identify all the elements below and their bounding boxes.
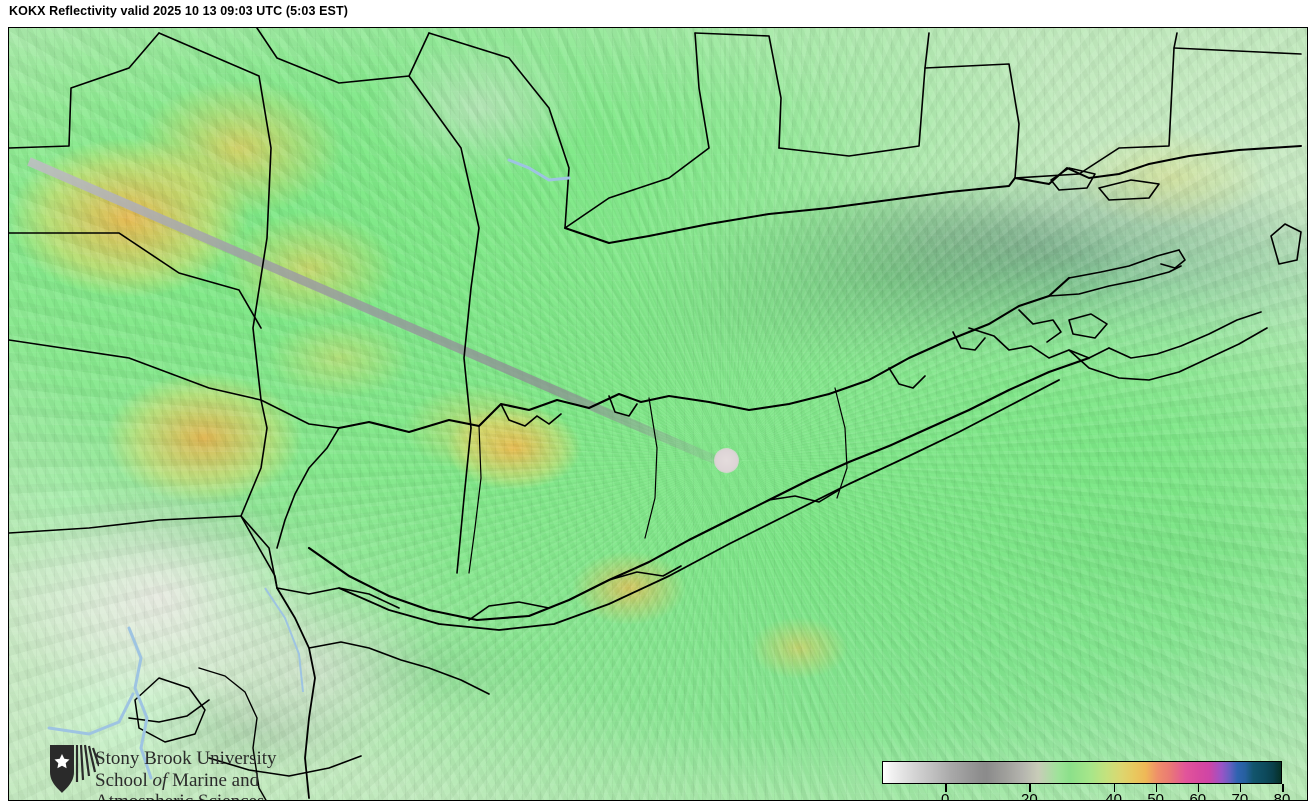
radar-map: Stony Brook University School of Marine … <box>9 28 1307 800</box>
colorbar-tick-label: 0 <box>940 791 950 800</box>
stony-brook-logo: Stony Brook University School of Marine … <box>39 740 319 800</box>
logo-line-2-c: Marine and <box>167 769 260 791</box>
colorbar-tick <box>1155 784 1158 792</box>
title-bar: KOKX Reflectivity valid 2025 10 13 09:03… <box>0 0 1316 27</box>
reflectivity-clear-air-layer <box>9 28 1307 800</box>
colorbar-tick-label: 40 <box>1105 791 1122 800</box>
logo-line-1: Stony Brook University <box>95 748 277 769</box>
radar-beam-spokes <box>9 28 1307 800</box>
colorbar-tick <box>945 784 947 792</box>
reflectivity-colorbar: 0 20 40 50 60 70 80 <box>874 761 1290 800</box>
page-title: KOKX Reflectivity valid 2025 10 13 09:03… <box>9 4 348 18</box>
colorbar-tick-label: 50 <box>1147 791 1165 800</box>
colorbar-tick-label: 80 <box>1273 791 1291 800</box>
logo-line-2-of: of <box>152 769 168 791</box>
colorbar-gradient <box>882 761 1282 784</box>
stony-brook-shield-icon <box>50 744 99 793</box>
colorbar-tick <box>1113 784 1116 792</box>
radar-site-marker <box>714 448 739 473</box>
stony-brook-logo-text: Stony Brook University School of Marine … <box>95 748 277 800</box>
radar-pixel-grid-texture <box>9 28 1307 800</box>
colorbar-tick <box>1029 784 1031 792</box>
bottom-margin <box>0 801 1316 811</box>
radar-radial-texture <box>9 28 1307 800</box>
logo-line-3: Atmospheric Sciences <box>95 791 277 800</box>
colorbar-tick-label: 60 <box>1189 791 1207 800</box>
logo-line-2-a: School <box>95 769 153 791</box>
colorbar-tick-label: 70 <box>1231 791 1249 800</box>
logo-line-2: School of Marine and <box>95 770 277 792</box>
geography-vector-layer <box>9 28 1307 800</box>
colorbar-tick <box>1197 784 1200 792</box>
colorbar-tick <box>1239 784 1242 792</box>
colorbar-tick <box>1282 784 1284 792</box>
map-frame: Stony Brook University School of Marine … <box>8 27 1308 801</box>
colorbar-tick-label: 20 <box>1021 791 1038 800</box>
